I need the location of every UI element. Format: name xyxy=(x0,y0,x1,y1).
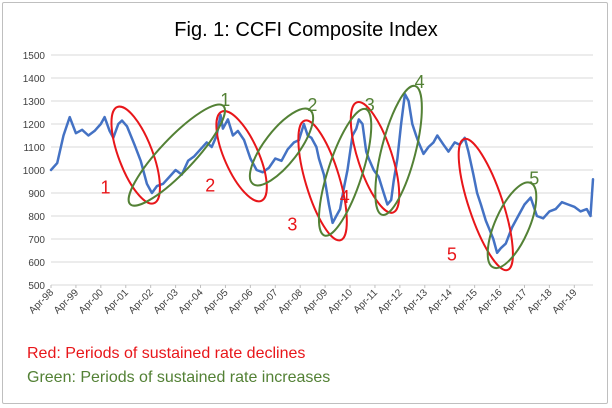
x-tick-label-Apr-99: Apr-99 xyxy=(52,287,81,316)
annotation-label-decline-5: 5 xyxy=(447,244,457,264)
annotation-decline-1 xyxy=(110,105,161,205)
y-tick-label-900: 900 xyxy=(28,189,45,200)
y-tick-label-1000: 1000 xyxy=(23,166,46,177)
gridlines xyxy=(51,54,593,286)
x-tick-label-Apr-00: Apr-00 xyxy=(77,287,106,316)
chart-canvas: Fig. 1: CCFI Composite Index 500 600 700 80… xyxy=(23,19,595,316)
x-tick-label-Apr-05: Apr-05 xyxy=(202,287,231,316)
x-tick-label-Apr-16: Apr-16 xyxy=(476,287,505,316)
x-tick-label-Apr-01: Apr-01 xyxy=(102,287,131,316)
annotation-decline-4 xyxy=(349,101,401,214)
annotations: 1 2 3 4 5 1 2 3 4 5 xyxy=(100,72,539,272)
y-tick-label-1500: 1500 xyxy=(23,51,46,62)
series-line-ccfi xyxy=(49,92,595,255)
annotation-increase-5 xyxy=(486,181,538,270)
chart-title: Fig. 1: CCFI Composite Index xyxy=(174,19,437,41)
y-tick-label-1100: 1100 xyxy=(23,143,45,154)
annotation-label-decline-1: 1 xyxy=(100,178,110,198)
y-tick-label-600: 600 xyxy=(28,258,45,269)
x-tick-label-Apr-14: Apr-14 xyxy=(426,287,455,316)
annotation-label-increase-5: 5 xyxy=(529,168,539,188)
x-axis-ticks: Apr-98Apr-99Apr-00Apr-01Apr-02Apr-03Apr-… xyxy=(27,285,580,316)
annotation-decline-3 xyxy=(297,119,348,242)
y-tick-label-1200: 1200 xyxy=(23,120,46,131)
annotation-increase-2 xyxy=(248,107,315,187)
annotation-increase-3 xyxy=(317,107,373,237)
y-tick-label-1400: 1400 xyxy=(23,74,46,85)
x-tick-label-Apr-17: Apr-17 xyxy=(501,287,530,316)
y-tick-label-700: 700 xyxy=(28,235,45,246)
x-tick-label-Apr-02: Apr-02 xyxy=(127,287,156,316)
annotation-label-decline-4: 4 xyxy=(340,187,350,207)
y-tick-label-800: 800 xyxy=(28,212,45,223)
annotation-label-decline-2: 2 xyxy=(205,175,215,195)
annotation-decline-5 xyxy=(457,137,514,272)
x-tick-label-Apr-04: Apr-04 xyxy=(177,287,206,316)
x-tick-label-Apr-03: Apr-03 xyxy=(152,287,181,316)
annotation-label-increase-3: 3 xyxy=(365,95,375,115)
annotation-label-increase-2: 2 xyxy=(307,95,317,115)
x-tick-label-Apr-15: Apr-15 xyxy=(451,287,480,316)
y-axis-ticks: 500 600 700 800 900 1000 1100 1200 1300 1400 1500 xyxy=(23,51,46,292)
x-tick-label-Apr-12: Apr-12 xyxy=(376,287,405,316)
y-tick-label-1300: 1300 xyxy=(23,97,46,108)
x-tick-label-Apr-06: Apr-06 xyxy=(226,287,255,316)
x-tick-label-Apr-19: Apr-19 xyxy=(550,287,579,316)
annotation-label-increase-4: 4 xyxy=(415,72,425,92)
series-layer xyxy=(49,92,595,255)
annotation-label-increase-1: 1 xyxy=(220,90,230,110)
x-tick-label-Apr-13: Apr-13 xyxy=(401,287,430,316)
chart-frame: Fig. 1: CCFI Composite Index 500 600 700 80… xyxy=(2,2,608,404)
y-tick-label-500: 500 xyxy=(28,281,45,292)
legend-red-note: Red: Periods of sustained rate declines xyxy=(27,345,306,362)
annotation-decline-2 xyxy=(215,110,268,203)
x-tick-label-Apr-18: Apr-18 xyxy=(526,287,555,316)
annotation-label-decline-3: 3 xyxy=(287,214,297,234)
annotation-increase-1 xyxy=(127,103,226,207)
x-tick-label-Apr-10: Apr-10 xyxy=(326,287,355,316)
legend-green-note: Green: Periods of sustained rate increas… xyxy=(27,369,331,386)
x-tick-label-Apr-11: Apr-11 xyxy=(352,287,381,316)
x-tick-label-Apr-08: Apr-08 xyxy=(276,287,305,316)
annotation-increase-4 xyxy=(374,84,423,216)
x-tick-label-Apr-07: Apr-07 xyxy=(251,287,280,316)
x-tick-label-Apr-09: Apr-09 xyxy=(301,287,330,316)
